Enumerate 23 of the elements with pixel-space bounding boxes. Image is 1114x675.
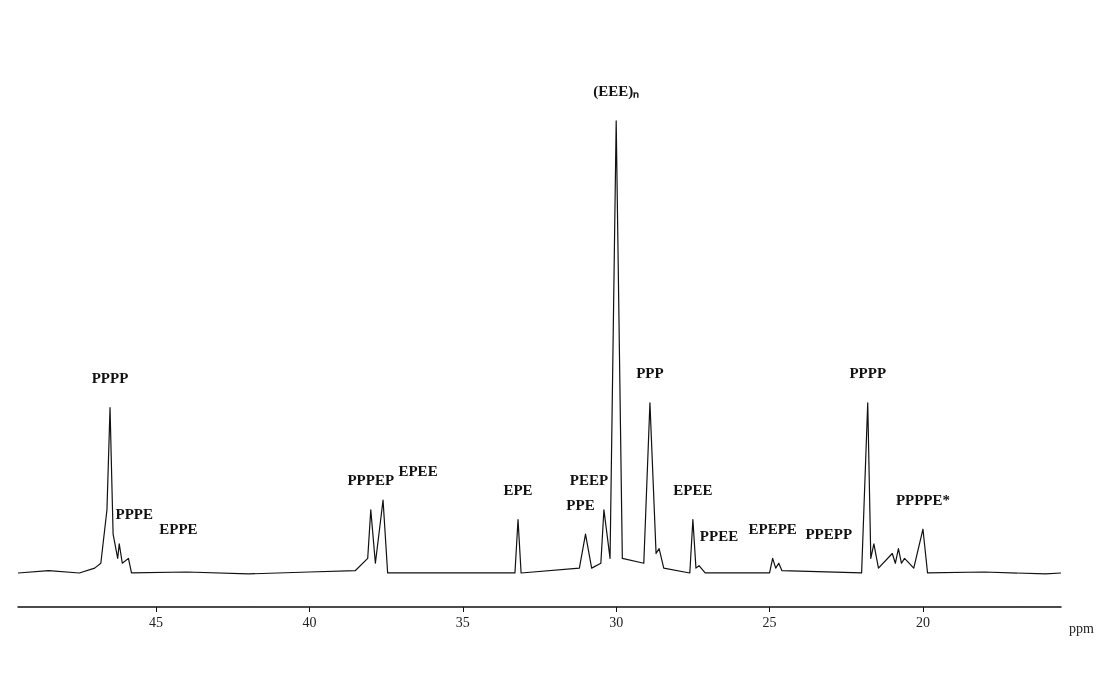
annotation: PPPP xyxy=(849,365,887,382)
annotation: PPEPP xyxy=(805,525,853,542)
annotation: PPEE xyxy=(699,528,739,545)
annotation: PPP xyxy=(636,365,664,382)
x-tick-label: 25 xyxy=(762,614,777,630)
annotation: (EEE)ₙ xyxy=(593,83,640,101)
annotation: PPPPE* xyxy=(895,491,951,508)
annotation: PPE xyxy=(566,496,595,513)
annotation: EPE xyxy=(503,482,533,498)
annotation: PPPP xyxy=(91,370,129,387)
x-tick-label: 20 xyxy=(915,614,930,630)
annotation: EPPE xyxy=(159,520,198,537)
annotation: EPEE xyxy=(398,462,438,479)
x-tick-label: 45 xyxy=(149,614,164,630)
annotation: EPEE xyxy=(673,482,713,498)
annotation: PPPEP xyxy=(347,472,395,489)
annotation: PEEP xyxy=(569,472,609,489)
x-axis-title: ppm xyxy=(1069,620,1094,636)
annotation: EPEPE xyxy=(748,520,797,537)
x-tick-label: 30 xyxy=(609,614,624,630)
x-tick-label: 35 xyxy=(455,614,470,630)
x-tick-label: 40 xyxy=(302,614,317,630)
annotation: PPPE xyxy=(115,506,153,523)
